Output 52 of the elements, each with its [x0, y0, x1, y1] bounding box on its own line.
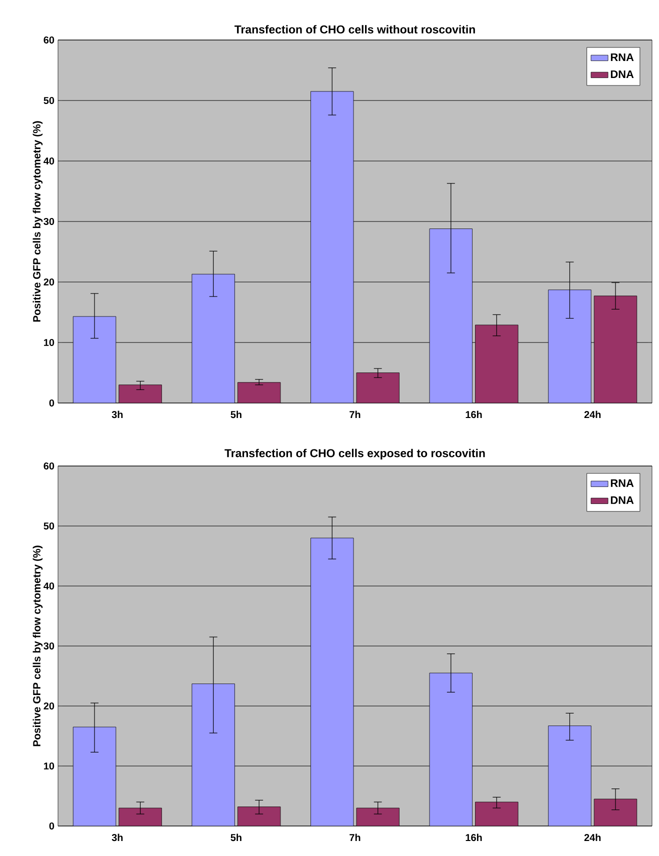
legend-label: DNA [610, 496, 634, 504]
y-tick-label: 0 [49, 399, 54, 407]
y-tick-label: 40 [44, 157, 54, 165]
legend-label: DNA [610, 70, 634, 78]
bar [118, 808, 162, 826]
y-tick-label: 50 [44, 96, 54, 104]
x-tick-label: 16h [466, 834, 482, 842]
bar [310, 91, 354, 403]
bar [475, 324, 518, 403]
bar [192, 274, 235, 403]
chart-title: Transfection of CHO cells without roscovitin [234, 25, 475, 34]
bar [356, 808, 400, 826]
bar [310, 538, 354, 826]
bar [548, 726, 592, 826]
bar [118, 384, 162, 403]
y-tick-label: 50 [44, 522, 54, 530]
y-axis-title: Positive GFP cells by flow cytometry (%) [32, 546, 43, 746]
y-axis-title: Positive GFP cells by flow cytometry (%) [32, 121, 43, 322]
y-tick-label: 60 [44, 36, 54, 44]
y-tick-label: 10 [44, 338, 54, 346]
bar [192, 684, 235, 826]
bar [548, 290, 592, 403]
y-tick-label: 10 [44, 762, 54, 770]
legend-label: RNA [610, 53, 634, 61]
x-tick-label: 24h [584, 834, 601, 841]
bar [475, 802, 518, 826]
y-tick-label: 30 [44, 642, 54, 650]
x-tick-label: 7h [350, 410, 360, 418]
x-tick-label: 7h [350, 834, 360, 841]
chart-title: Transfection of CHO cells exposed to roscovitin [224, 448, 485, 460]
x-tick-label: 24h [584, 410, 601, 418]
bar [237, 382, 281, 403]
bar [72, 726, 116, 826]
x-tick-label: 5h [230, 410, 242, 418]
bar [356, 372, 400, 403]
bar [429, 228, 473, 403]
bar [72, 316, 116, 403]
y-tick-label: 0 [49, 822, 54, 830]
bar [237, 806, 281, 826]
y-tick-label: 30 [44, 218, 54, 226]
x-tick-label: 3h [112, 834, 123, 842]
y-tick-label: 60 [44, 462, 54, 470]
x-tick-label: 3h [112, 410, 123, 418]
bar [594, 798, 638, 826]
bar [429, 672, 473, 826]
bar [594, 296, 638, 403]
legend-label: RNA [610, 479, 634, 487]
y-tick-label: 20 [44, 278, 54, 286]
x-tick-label: 16h [466, 410, 482, 418]
y-tick-label: 20 [44, 702, 54, 710]
x-tick-label: 5h [230, 834, 242, 842]
y-tick-label: 40 [44, 582, 54, 590]
